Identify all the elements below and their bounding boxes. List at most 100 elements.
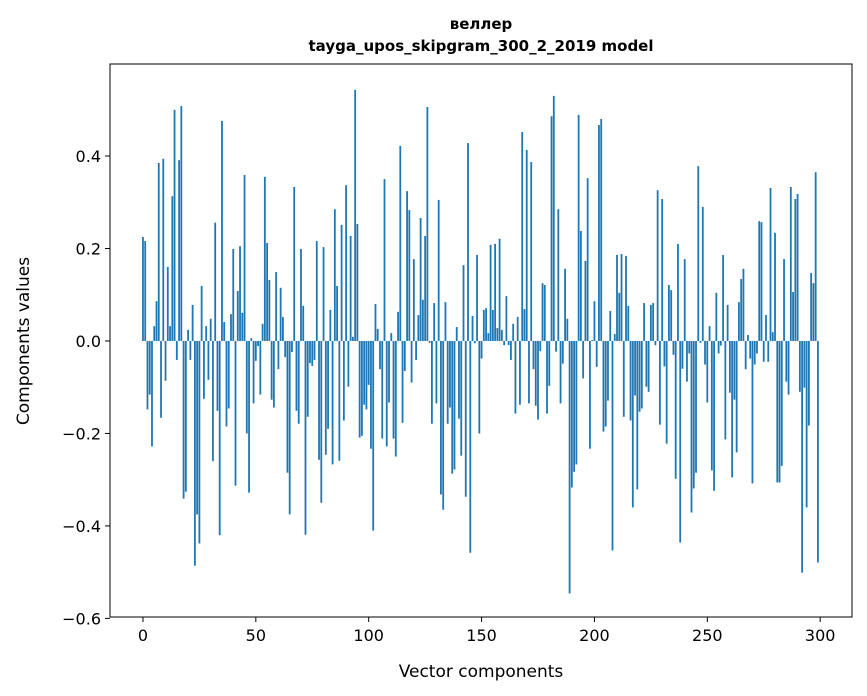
bar-201 (595, 340, 598, 367)
bar-78 (318, 340, 320, 460)
bar-66 (291, 340, 293, 353)
bar-286 (787, 340, 790, 395)
bar-151 (482, 309, 485, 341)
x-axis-label: Vector components (399, 662, 564, 682)
bar-3 (148, 340, 151, 395)
bar-73 (306, 340, 309, 417)
bar-133 (442, 340, 445, 510)
bar-125 (424, 236, 427, 341)
bar-11 (166, 266, 169, 341)
bar-229 (658, 340, 661, 425)
bar-1 (144, 241, 147, 341)
bar-196 (584, 260, 587, 341)
bar-275 (762, 340, 765, 362)
bar-202 (598, 125, 600, 341)
bar-10 (164, 340, 167, 381)
bar-160 (503, 340, 506, 346)
bar-89 (342, 340, 345, 421)
bar-211 (618, 292, 621, 341)
bar-61 (279, 287, 282, 341)
bar-152 (485, 308, 487, 341)
bar-199 (591, 340, 594, 341)
bar-243 (690, 340, 693, 513)
bar-4 (151, 340, 153, 447)
bar-68 (295, 340, 298, 411)
bar-262 (733, 340, 736, 400)
bar-214 (625, 255, 627, 341)
bar-36 (223, 322, 226, 341)
bar-131 (437, 199, 440, 341)
bar-238 (679, 340, 682, 543)
bar-71 (302, 305, 305, 341)
bar-184 (557, 209, 560, 341)
bar-288 (792, 291, 794, 341)
bar-247 (699, 340, 702, 343)
bar-292 (801, 340, 804, 573)
bar-107 (383, 179, 386, 341)
bar-128 (430, 340, 433, 424)
bar-21 (189, 340, 192, 360)
bar-34 (218, 340, 221, 536)
bar-97 (361, 340, 363, 436)
bar-170 (525, 150, 528, 341)
bar-280 (774, 232, 776, 341)
bar-18 (182, 340, 185, 499)
bar-31 (212, 340, 214, 462)
bar-213 (622, 340, 625, 417)
bar-141 (460, 340, 463, 456)
bar-291 (798, 340, 801, 392)
bar-30 (209, 318, 212, 341)
bar-132 (440, 340, 442, 495)
bar-17 (180, 106, 183, 341)
bar-29 (207, 340, 210, 380)
bar-287 (789, 186, 792, 341)
bar-296 (810, 272, 813, 341)
bar-163 (510, 340, 512, 360)
bar-181 (550, 116, 553, 341)
bar-72 (304, 340, 307, 535)
bar-116 (403, 340, 406, 372)
bar-119 (410, 340, 413, 383)
bar-69 (297, 340, 300, 424)
bar-227 (654, 340, 657, 346)
bar-255 (717, 340, 720, 354)
bar-183 (555, 340, 557, 352)
bar-58 (272, 340, 275, 408)
bar-242 (688, 340, 691, 354)
bar-63 (284, 340, 287, 358)
bar-230 (661, 199, 664, 341)
bar-8 (160, 340, 162, 418)
bar-264 (738, 302, 740, 341)
bar-281 (776, 340, 779, 483)
bar-228 (656, 190, 659, 341)
bar-146 (471, 315, 474, 341)
bar-65 (288, 340, 291, 515)
bar-88 (340, 224, 343, 341)
bar-218 (634, 340, 636, 396)
bar-136 (449, 340, 451, 408)
bar-16 (178, 160, 180, 341)
bar-99 (365, 340, 368, 410)
bar-194 (579, 230, 582, 341)
bar-206 (607, 340, 609, 401)
bar-232 (665, 340, 668, 444)
bar-138 (453, 340, 456, 470)
bar-256 (719, 340, 722, 346)
bar-270 (751, 340, 754, 484)
bar-231 (663, 340, 666, 367)
x-tick-label: 100 (353, 626, 384, 645)
bar-56 (268, 279, 271, 341)
bar-147 (473, 340, 476, 344)
x-tick-label: 200 (579, 626, 610, 645)
y-axis-ticks: −0.6 −0.4 −0.2 0.0 0.2 0.4 (62, 147, 110, 628)
chart-title-line-2: tayga_upos_skipgram_300_2_2019 model (309, 37, 654, 55)
bar-25 (198, 340, 201, 544)
bar-204 (602, 340, 605, 432)
bar-235 (672, 340, 675, 355)
bar-298 (814, 172, 817, 341)
bar-220 (638, 340, 641, 412)
bar-192 (575, 340, 578, 465)
bar-261 (731, 340, 734, 478)
bar-52 (259, 340, 262, 395)
